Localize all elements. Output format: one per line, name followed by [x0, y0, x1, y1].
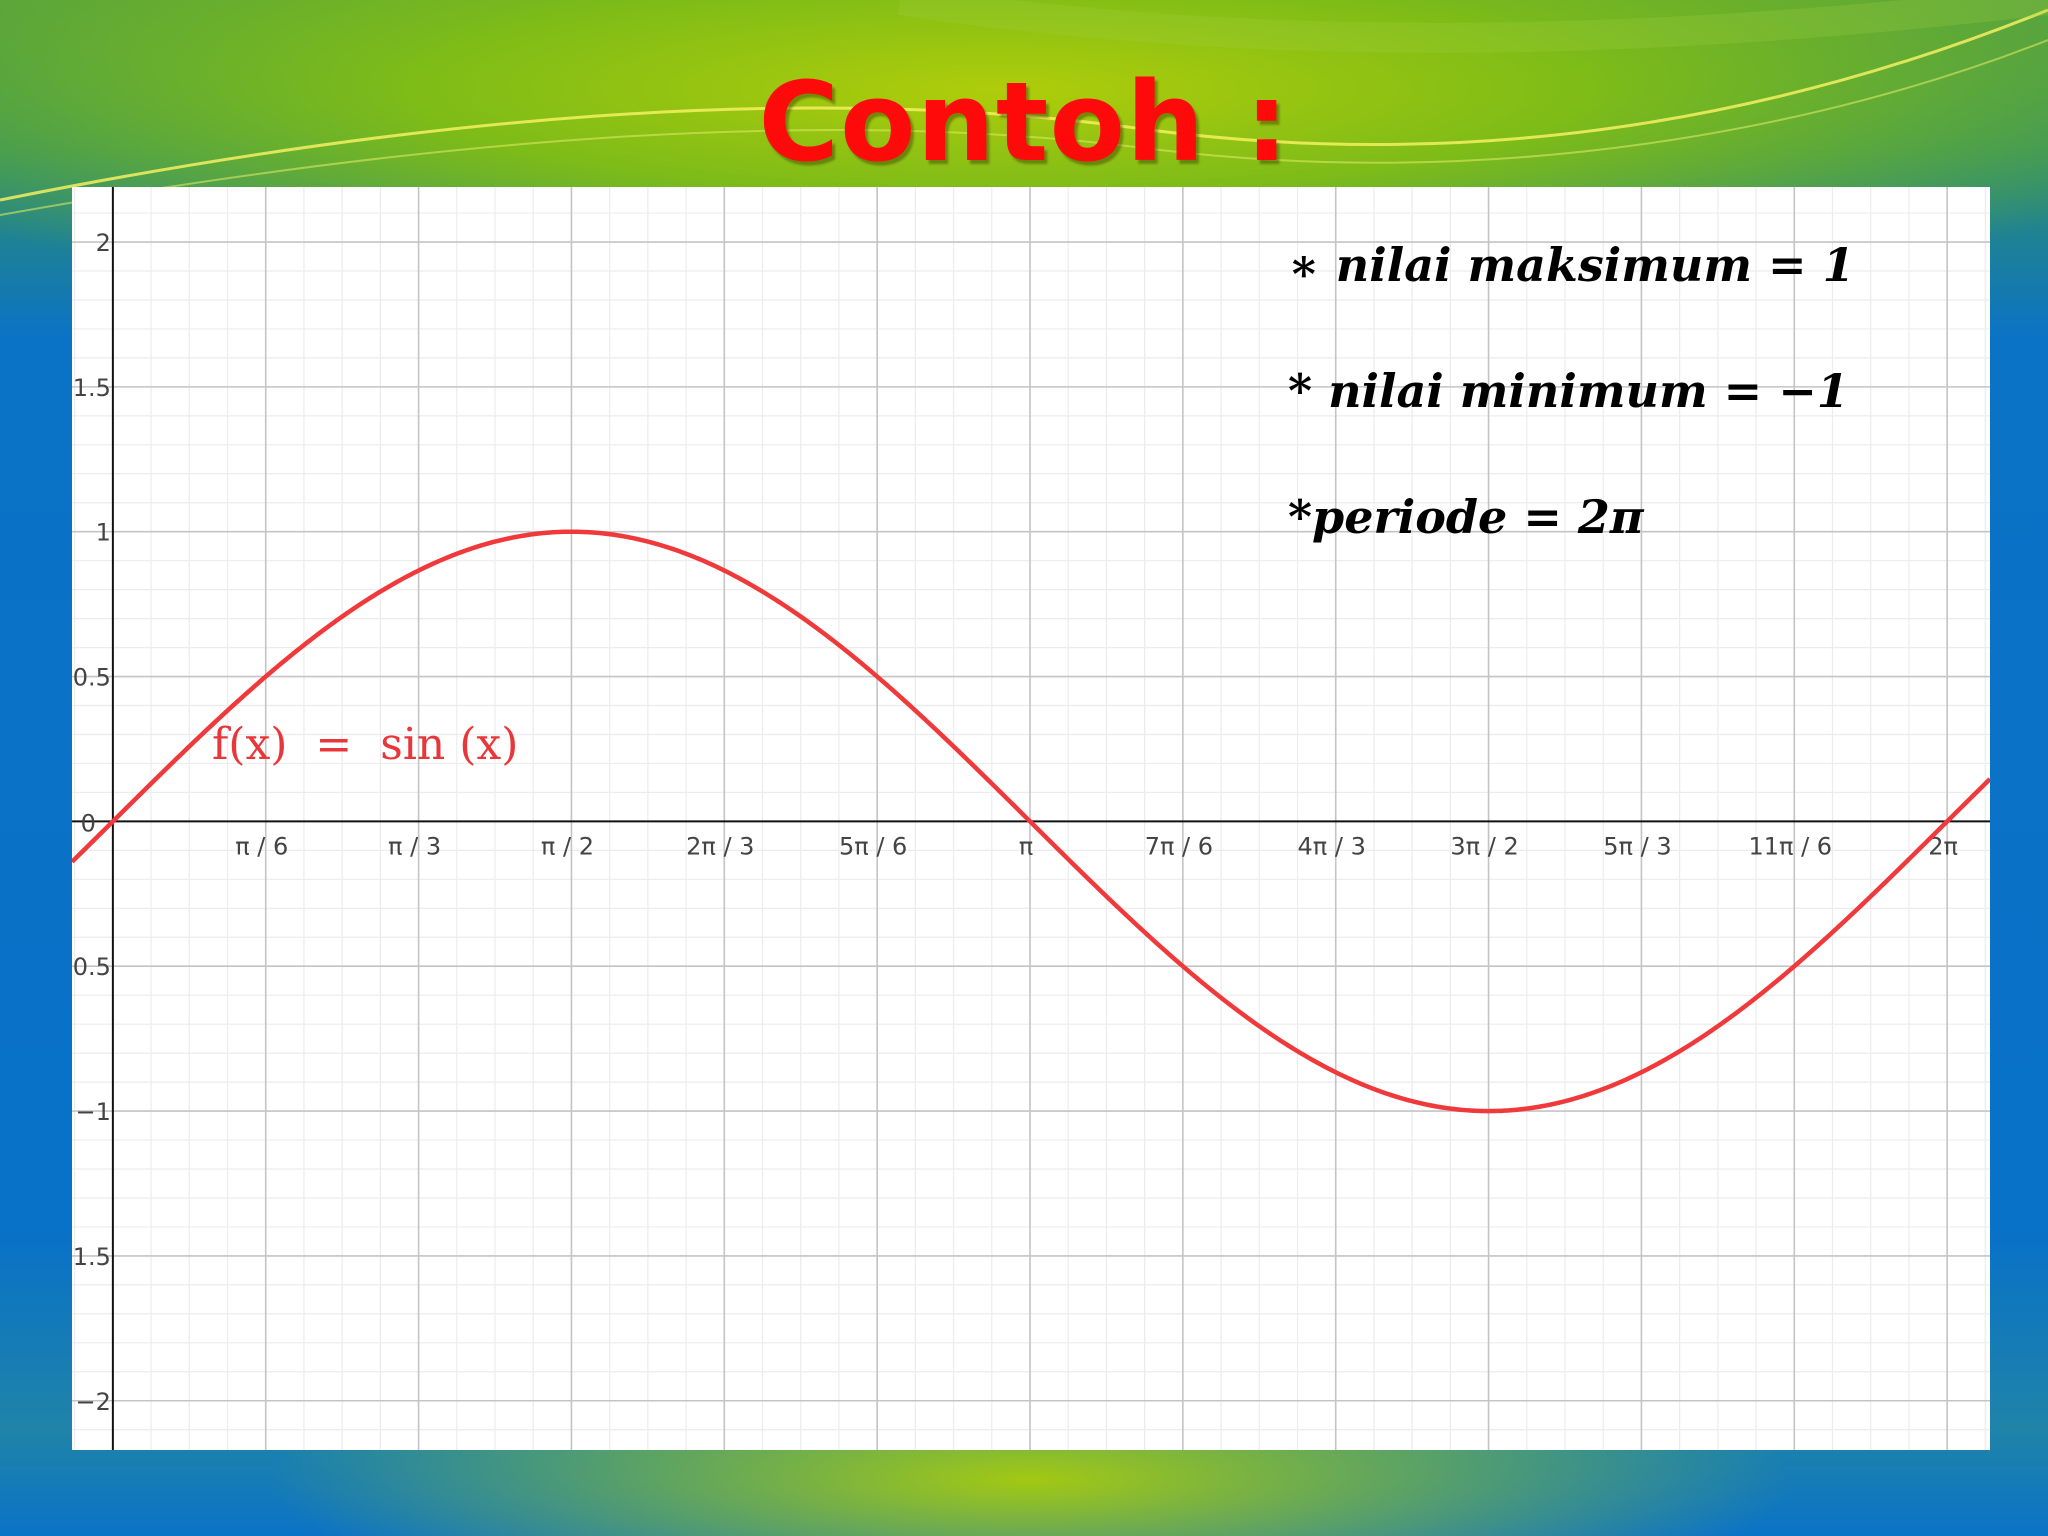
y-tick-label: 0.5 [73, 664, 111, 692]
x-tick-labels: π / 6 π / 3 π / 2 2π / 3 5π / 6 π 7π / 6 4π / 3… [235, 832, 1958, 860]
y-tick-label: −0.5 [72, 953, 111, 981]
note-period: *periode = 2π [1288, 490, 1644, 544]
note-maximum: ∗ nilai maksimum = 1 [1288, 238, 1855, 292]
y-tick-label: −2 [75, 1388, 110, 1416]
y-tick-label: 0 [81, 809, 96, 837]
note-minimum: * nilai minimum = −1 [1288, 364, 1849, 418]
y-tick-labels: 2 1.5 1 0.5 0 −0.5 −1 −1.5 −2 [72, 229, 111, 1416]
x-tick-label: π [1019, 832, 1033, 860]
header-swoosh-decoration [0, 0, 2048, 216]
x-tick-label: π / 6 [235, 832, 288, 860]
graph-panel: π / 6 π / 3 π / 2 2π / 3 5π / 6 π 7π / 6 4π / 3… [72, 187, 1990, 1450]
y-tick-label: 1 [96, 519, 111, 547]
sine-graph: π / 6 π / 3 π / 2 2π / 3 5π / 6 π 7π / 6 4π / 3… [72, 187, 1990, 1450]
major-gridlines [72, 187, 1990, 1450]
slide-title: Contoh : [758, 58, 1290, 186]
x-tick-label: π / 3 [388, 832, 441, 860]
x-tick-label: π / 2 [541, 832, 594, 860]
x-tick-label: 2π / 3 [686, 832, 754, 860]
x-tick-label: 7π / 6 [1145, 832, 1213, 860]
x-tick-label: 4π / 3 [1298, 832, 1366, 860]
function-label: f(x) = sin (x) [212, 719, 518, 770]
x-tick-label: 3π / 2 [1450, 832, 1518, 860]
y-tick-label: −1.5 [72, 1243, 111, 1271]
x-tick-label: 5π / 6 [839, 832, 907, 860]
y-tick-label: −1 [75, 1098, 110, 1126]
y-tick-label: 1.5 [73, 374, 111, 402]
sine-curve [72, 529, 1990, 1114]
x-tick-label: 11π / 6 [1748, 832, 1832, 860]
x-tick-label: 5π / 3 [1603, 832, 1671, 860]
y-tick-label: 2 [96, 229, 111, 257]
